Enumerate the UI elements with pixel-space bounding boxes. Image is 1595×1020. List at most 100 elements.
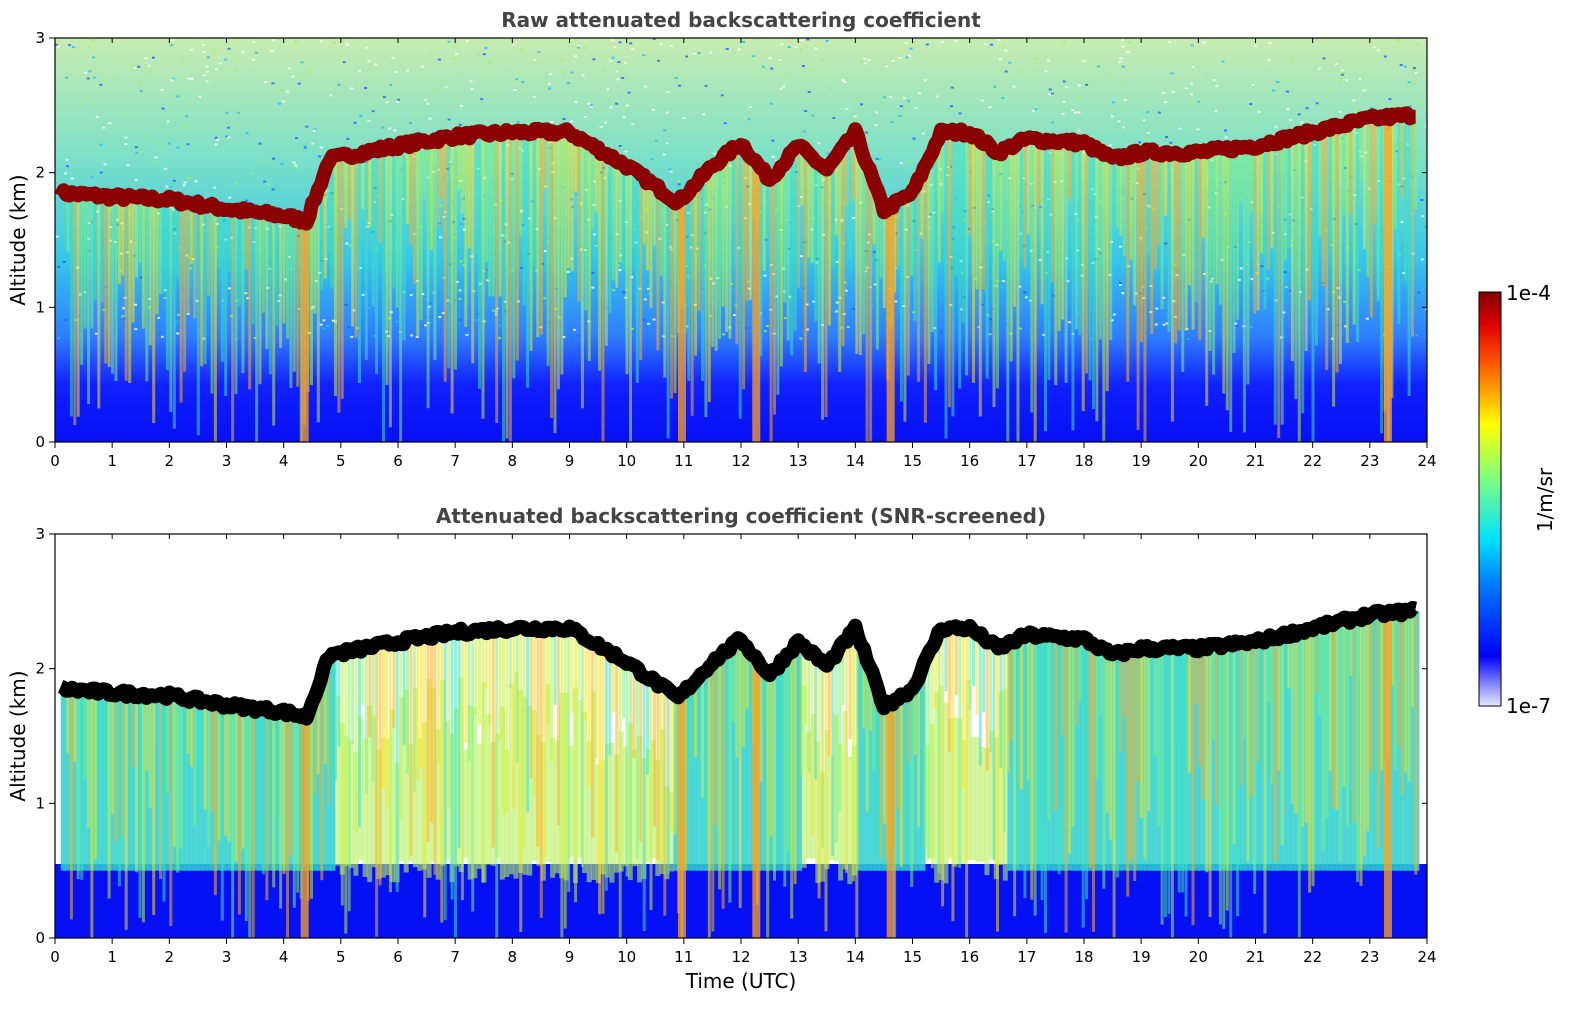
noise-pixel: [452, 57, 456, 60]
plume-streak: [1064, 141, 1068, 383]
plume-streak: [344, 652, 348, 934]
noise-pixel: [611, 39, 615, 42]
plume-streak: [73, 689, 77, 762]
noise-pixel: [79, 102, 83, 105]
plume-streak: [423, 141, 427, 199]
noise-pixel: [692, 52, 696, 55]
signal-column: [348, 740, 354, 868]
plume-streak: [810, 156, 814, 264]
plume-streak: [656, 682, 660, 861]
noise-pixel: [1285, 90, 1289, 93]
noise-pixel: [562, 336, 566, 338]
noise-pixel: [765, 325, 769, 328]
plume-streak: [66, 689, 70, 754]
noise-pixel: [297, 82, 301, 85]
noise-pixel: [1178, 127, 1182, 130]
noise-pixel: [1235, 324, 1239, 327]
noise-pixel: [108, 122, 112, 125]
noise-pixel: [904, 42, 908, 45]
plume-streak: [1301, 135, 1305, 414]
plume-streak: [97, 195, 101, 409]
plume-streak: [385, 644, 389, 809]
plume-streak: [330, 655, 334, 775]
plume-streak: [375, 646, 379, 937]
plume-streak: [553, 628, 557, 705]
noise-pixel: [785, 76, 789, 79]
x-tick-label: 23: [1360, 452, 1379, 470]
noise-pixel: [669, 170, 673, 173]
plume-streak: [903, 694, 907, 855]
noise-pixel: [1008, 61, 1012, 64]
x-tick-label: 3: [222, 948, 232, 966]
plume-streak: [138, 198, 142, 263]
plume-streak: [941, 628, 945, 907]
noise-pixel: [99, 171, 103, 174]
plume-streak: [388, 147, 392, 428]
plume-streak: [313, 698, 317, 795]
x-tick-label: 13: [789, 948, 808, 966]
noise-pixel: [587, 102, 591, 105]
noise-pixel: [461, 223, 465, 226]
noise-pixel: [303, 145, 307, 148]
noise-pixel: [359, 114, 363, 117]
signal-column: [1409, 611, 1415, 871]
plume-streak: [1085, 639, 1089, 900]
plume-streak: [76, 690, 80, 879]
plume-streak: [851, 136, 855, 200]
plume-streak: [1116, 654, 1119, 878]
plume-streak: [498, 629, 502, 741]
plume-streak: [1352, 618, 1356, 823]
signal-column: [371, 716, 377, 868]
noise-pixel: [988, 333, 992, 336]
plume-streak: [790, 155, 794, 356]
noise-pixel: [245, 199, 249, 202]
noise-pixel: [372, 334, 376, 337]
noise-pixel: [932, 211, 936, 214]
noise-pixel: [853, 115, 857, 118]
noise-pixel: [851, 307, 855, 310]
noise-pixel: [532, 96, 536, 98]
plume-streak: [1188, 648, 1191, 773]
plume-streak: [1411, 115, 1414, 337]
noise-pixel: [83, 71, 87, 74]
noise-pixel: [1066, 280, 1070, 283]
plume-streak: [471, 135, 475, 364]
plume-streak: [87, 690, 90, 828]
plume-streak: [107, 196, 111, 367]
plume-streak: [474, 630, 478, 714]
noise-pixel: [685, 325, 689, 328]
noise-pixel: [382, 96, 386, 99]
noise-pixel: [668, 168, 672, 171]
noise-pixel: [658, 237, 662, 240]
plume-streak: [1112, 159, 1116, 222]
noise-pixel: [458, 123, 462, 126]
signal-column: [975, 737, 981, 863]
noise-pixel: [593, 180, 596, 183]
plume-streak: [152, 198, 156, 424]
plume-streak: [128, 197, 132, 383]
signal-column: [861, 643, 867, 871]
signal-column: [806, 732, 812, 859]
signal-column: [952, 717, 958, 867]
noise-pixel: [216, 138, 220, 141]
plume-streak: [642, 177, 646, 245]
plume-streak: [1359, 121, 1363, 180]
noise-pixel: [345, 43, 349, 46]
noise-pixel: [747, 280, 751, 283]
plume-streak: [855, 628, 859, 938]
plume-streak: [316, 689, 320, 775]
plume-streak: [83, 194, 87, 329]
x-tick-label: 17: [1017, 948, 1036, 966]
plume-streak: [155, 695, 159, 749]
signal-column: [1076, 638, 1081, 871]
plume-streak: [639, 670, 643, 842]
noise-pixel: [300, 61, 304, 64]
plume-streak: [354, 650, 358, 833]
noise-pixel: [458, 289, 462, 292]
x-tick-label: 7: [450, 948, 460, 966]
plume-streak: [320, 184, 324, 290]
noise-pixel: [302, 71, 306, 74]
noise-pixel: [167, 142, 171, 145]
plume-streak: [416, 142, 420, 337]
